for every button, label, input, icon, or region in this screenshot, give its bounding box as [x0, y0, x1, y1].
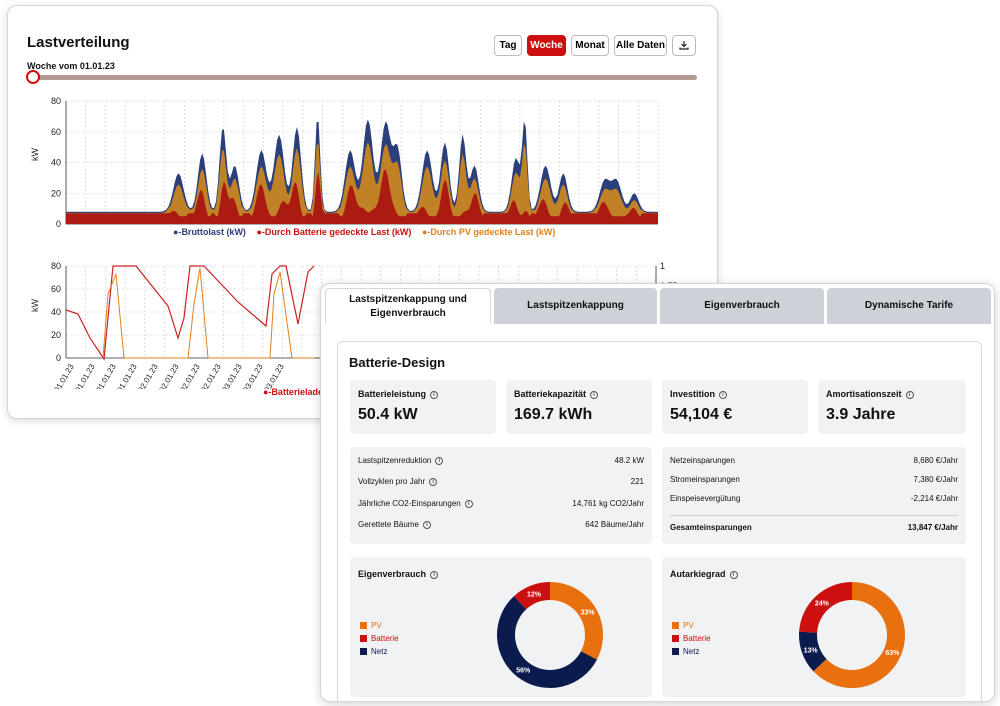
donut-slice-netz — [497, 596, 597, 688]
series-pv-charge — [102, 267, 314, 359]
x-tick-label: 03.01.23 — [220, 362, 244, 389]
kpi-batteriekapazitaet: Batteriekapazität i 169.7 kWh — [506, 380, 652, 434]
info-icon[interactable]: i — [435, 456, 444, 465]
y-axis-label: kW — [30, 299, 40, 313]
chart1-legend: ●-Bruttolast (kW) ●-Durch Batterie gedec… — [173, 227, 563, 237]
row-baeume: Gerettete Bäume i 642 Bäume/Jahr — [358, 520, 644, 529]
donut-label-batterie: 24% — [815, 600, 830, 607]
y-tick-label: 80 — [51, 96, 61, 106]
tab-eigenverbrauch[interactable]: Eigenverbrauch — [660, 288, 824, 324]
y-tick-label: 0 — [56, 219, 61, 229]
info-icon[interactable]: i — [590, 390, 599, 399]
section-title: Batterie-Design — [349, 355, 446, 370]
tab-lastspitzenkappung[interactable]: Lastspitzenkappung — [494, 288, 657, 324]
row-lastspitzenreduktion: Lastspitzenreduktion i 48.2 kW — [358, 456, 644, 465]
x-tick-label: 01.01.23 — [94, 362, 118, 389]
donut-slice-pv — [813, 582, 905, 688]
info-icon[interactable]: i — [422, 520, 431, 529]
chart2-legend: ●-Batterieladez — [263, 387, 328, 397]
day-button[interactable]: Tag — [494, 35, 522, 56]
all-data-button[interactable]: Alle Daten — [614, 35, 667, 56]
donut-label-batterie: 12% — [527, 592, 542, 599]
x-tick-label: 01.01.23 — [115, 362, 139, 389]
info-icon[interactable]: i — [430, 570, 439, 579]
donut-label-netz: 13% — [804, 647, 819, 654]
y-tick-label: 60 — [51, 284, 61, 294]
y-tick-label: 20 — [51, 188, 61, 198]
info-icon[interactable]: i — [905, 390, 914, 399]
legend-batterie: ●-Durch Batterie gedeckte Last (kW) — [256, 227, 412, 237]
info-icon[interactable]: i — [429, 477, 438, 486]
info-icon[interactable]: i — [464, 499, 473, 508]
download-icon — [679, 41, 689, 50]
lastverteilung-title: Lastverteilung — [27, 34, 130, 51]
series-pv — [66, 142, 658, 224]
divider — [670, 515, 958, 516]
donut-label-pv: 63% — [885, 650, 900, 657]
row-vollzyklen: Vollzyklen pro Jahr i 221 — [358, 477, 644, 486]
donut-slice-batterie — [799, 582, 853, 634]
y-tick-label: 80 — [51, 261, 61, 271]
series-bruttolast — [66, 119, 658, 224]
y-tick-label: 40 — [51, 158, 61, 168]
download-button[interactable] — [672, 35, 696, 56]
donut-label-netz: 56% — [516, 667, 531, 674]
legend-pv: ●-Durch PV gedeckte Last (kW) — [421, 227, 556, 237]
y-tick-label: 20 — [51, 330, 61, 340]
kpi-investition: Investition i 54,104 € — [662, 380, 808, 434]
x-tick-label: 02.01.23 — [178, 362, 202, 389]
savings-panel: Netzeinsparungen 8,680 €/Jahr Stromeinspa… — [662, 447, 966, 544]
load-distribution-chart: 0 20 40 60 80 kW — [30, 96, 659, 229]
tab-dynamische-tarife[interactable]: Dynamische Tarife — [827, 288, 991, 324]
info-icon[interactable]: i — [729, 570, 738, 579]
y-tick-label: 40 — [51, 307, 61, 317]
autarkiegrad-panel: Autarkiegrad i PV Batterie Netz 63% 13% 24% — [662, 557, 966, 697]
month-button[interactable]: Monat — [571, 35, 609, 56]
row-gesamteinsparungen: Gesamteinsparungen 13,847 €/Jahr — [670, 523, 958, 532]
y-tick-label: 60 — [51, 127, 61, 137]
impact-panel: Lastspitzenreduktion i 48.2 kW Vollzyklen … — [350, 447, 652, 544]
autarkiegrad-donut: 63% 13% 24% — [799, 582, 905, 688]
row-netzeinsparungen: Netzeinsparungen 8,680 €/Jahr — [670, 456, 958, 465]
x-tick-label: 03.01.23 — [241, 362, 265, 389]
week-label: Woche vom 01.01.23 — [27, 61, 115, 71]
info-icon[interactable]: i — [719, 390, 728, 399]
week-button[interactable]: Woche — [527, 35, 566, 56]
battery-design-panel — [337, 341, 982, 701]
x-tick-label: 02.01.23 — [199, 362, 223, 389]
x-tick-label: 02.01.23 — [157, 362, 181, 389]
eigenverbrauch-panel: Eigenverbrauch i PV Batterie Netz 33% 56% 1… — [350, 557, 652, 697]
row-einspeiseverguetung: Einspeisevergütung -2,214 €/Jahr — [670, 494, 958, 503]
donut-slice-netz — [799, 631, 827, 672]
x-tick-label: 03.01.23 — [262, 362, 286, 389]
tab-lastspitzen-eigenverbrauch[interactable]: Lastspitzenkappung und Eigenverbrauch — [325, 288, 491, 324]
y-axis-label: kW — [30, 148, 40, 162]
row-stromeinsparungen: Stromeinsparungen 7,380 €/Jahr — [670, 475, 958, 484]
donut-slice-batterie — [514, 582, 551, 610]
row-co2: Jährliche CO2-Einsparungen i 14,761 kg CO2… — [358, 499, 644, 508]
donut-slice-pv — [549, 582, 603, 660]
autarkiegrad-legend: PV Batterie Netz — [672, 621, 711, 660]
series-batterie — [66, 169, 658, 224]
battery-design-card: Lastspitzenkappung und Eigenverbrauch La… — [320, 283, 995, 702]
kpi-batterieleistung: Batterieleistung i 50.4 kW — [350, 380, 496, 434]
x-tick-label: 02.01.23 — [136, 362, 160, 389]
tab-bar: Lastspitzenkappung und Eigenverbrauch La… — [321, 288, 994, 324]
x-tick-label: 01.01.23 — [73, 362, 97, 389]
y-right-tick-label: 1 — [660, 261, 665, 271]
x-tick-label: 01.01.23 — [52, 362, 76, 389]
legend-brutto: ●-Bruttolast (kW) — [173, 227, 246, 237]
info-icon[interactable]: i — [430, 390, 439, 399]
eigenverbrauch-donut: 33% 56% 12% — [497, 582, 603, 688]
donut-label-pv: 33% — [581, 610, 596, 617]
week-slider-track[interactable] — [33, 75, 697, 80]
eigenverbrauch-legend: PV Batterie Netz — [360, 621, 399, 660]
y-tick-label: 0 — [56, 353, 61, 363]
kpi-amortisationszeit: Amortisationszeit i 3.9 Jahre — [818, 380, 966, 434]
week-slider-thumb[interactable] — [26, 70, 40, 84]
series-batterieladezustand — [65, 265, 315, 361]
